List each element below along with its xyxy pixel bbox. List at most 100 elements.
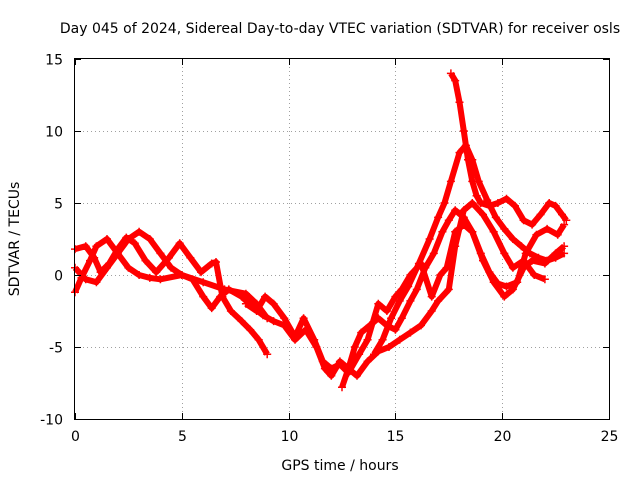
data-point-marker: [472, 191, 481, 200]
data-point-marker: [451, 227, 460, 236]
data-point-marker: [464, 155, 472, 164]
data-point-marker: [459, 213, 468, 222]
y-tick-label: -5: [49, 341, 63, 357]
data-point-marker: [502, 282, 511, 291]
data-point-marker: [188, 275, 197, 284]
y-tick-label: 5: [54, 197, 63, 213]
data-point-marker: [421, 263, 430, 272]
data-point-marker: [451, 76, 460, 85]
data-point-marker: [517, 242, 526, 251]
data-point-marker: [562, 216, 571, 225]
x-tick-label: 15: [387, 429, 405, 445]
data-point-marker: [508, 263, 517, 272]
data-point-marker: [207, 304, 216, 313]
data-point-marker: [526, 249, 534, 258]
data-point-marker: [560, 242, 569, 251]
data-point-marker: [197, 268, 205, 277]
data-point-marker: [532, 230, 541, 239]
data-point-marker: [186, 253, 195, 262]
data-point-marker: [476, 249, 485, 258]
data-point-marker: [446, 177, 455, 186]
data-point-marker: [92, 242, 101, 251]
data-point-marker: [141, 256, 150, 265]
data-point-marker: [252, 307, 261, 315]
data-point-marker: [511, 201, 519, 210]
data-point-marker: [327, 364, 336, 373]
data-point-marker: [489, 227, 498, 236]
data-point-marker: [156, 275, 165, 284]
data-point-marker: [350, 343, 359, 351]
data-point-marker: [177, 271, 186, 279]
data-point-marker: [500, 249, 509, 258]
data-point-marker: [261, 292, 270, 301]
data-point-marker: [382, 307, 391, 315]
data-point-marker: [310, 335, 319, 344]
data-point-marker: [363, 335, 372, 344]
data-point-marker: [406, 296, 415, 305]
data-point-marker: [246, 325, 255, 334]
data-point-marker: [167, 263, 176, 272]
data-point-marker: [551, 253, 560, 262]
data-point-marker: [145, 235, 154, 243]
data-point-marker: [540, 275, 549, 284]
data-point-marker: [438, 227, 447, 236]
data-point-marker: [395, 335, 404, 344]
data-point-marker: [493, 279, 502, 288]
data-point-marker: [81, 275, 90, 284]
data-point-marker: [92, 278, 101, 287]
data-point-marker: [269, 317, 278, 326]
data-point-marker: [391, 325, 400, 334]
data-point-marker: [468, 177, 477, 186]
data-point-marker: [425, 235, 434, 243]
data-point-marker: [216, 292, 225, 301]
data-point-marker: [558, 210, 566, 219]
data-point-marker: [468, 199, 477, 207]
data-point-marker: [299, 314, 308, 323]
data-point-marker: [500, 224, 509, 233]
data-point-marker: [355, 350, 364, 359]
data-point-marker: [385, 343, 393, 351]
data-point-marker: [444, 216, 453, 225]
data-point-marker: [508, 235, 517, 243]
data-point-marker: [429, 249, 438, 258]
data-point-marker: [327, 371, 336, 380]
data-point-marker: [145, 273, 154, 282]
data-point-marker: [455, 148, 464, 157]
data-point-marker: [90, 253, 99, 262]
data-point-marker: [479, 210, 487, 219]
data-point-marker: [404, 282, 413, 291]
data-point-marker: [434, 213, 443, 222]
data-point-marker: [451, 206, 460, 215]
y-axis-label: SDTVAR / TECUs: [7, 182, 23, 297]
data-point-marker: [446, 69, 455, 78]
data-point-marker: [440, 199, 449, 207]
chart-title: Day 045 of 2024, Sidereal Day-to-day VTE…: [60, 21, 620, 37]
data-point-marker: [560, 220, 569, 229]
data-point-marker: [156, 249, 165, 258]
data-point-marker: [254, 335, 263, 344]
data-point-marker: [534, 253, 543, 262]
data-point-marker: [455, 98, 464, 107]
data-point-marker: [444, 285, 453, 294]
data-point-marker: [476, 199, 485, 207]
data-point-marker: [241, 289, 250, 298]
data-point-marker: [152, 268, 161, 277]
data-point-marker: [344, 364, 353, 373]
data-point-marker: [237, 317, 246, 326]
data-point-marker: [81, 242, 90, 251]
data-point-marker: [103, 235, 111, 243]
data-point-marker: [553, 230, 562, 239]
data-point-marker: [374, 299, 383, 308]
data-point-marker: [530, 271, 539, 279]
data-point-marker: [485, 201, 494, 210]
data-point-marker: [338, 383, 346, 392]
data-point-marker: [414, 259, 423, 268]
data-point-marker: [263, 350, 272, 359]
y-tick-label: -10: [40, 413, 63, 429]
data-point-marker: [543, 224, 552, 233]
plot-frame: [74, 58, 610, 420]
y-tick-label: 10: [45, 125, 63, 141]
data-layer: [71, 69, 571, 392]
data-point-marker: [113, 249, 122, 258]
